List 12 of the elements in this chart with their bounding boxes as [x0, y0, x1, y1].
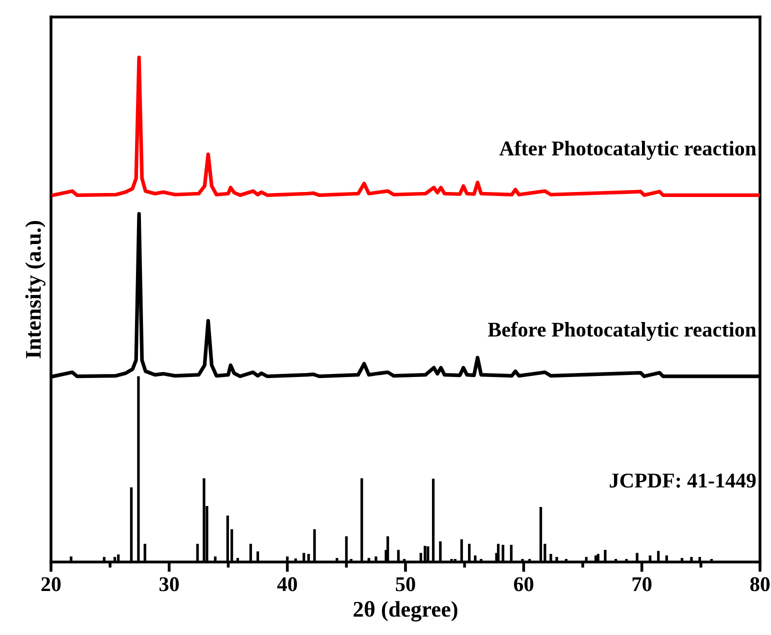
series-label: After Photocatalytic reaction: [499, 140, 756, 160]
x-tick-label: 60: [514, 577, 534, 592]
x-tick-label: 80: [750, 577, 770, 592]
x-tick-label: 40: [277, 577, 297, 592]
text: JCPDF: 41-1449: [610, 474, 756, 488]
series-label: Before Photocatalytic reaction: [488, 322, 756, 341]
x-tick-label: 70: [632, 577, 652, 592]
y-axis-title: Intensity (a.u.): [25, 221, 46, 358]
x-axis-title: 2θ (degree): [354, 601, 458, 622]
x-tick-label: 30: [160, 577, 179, 592]
x-tick-label: 50: [396, 577, 416, 592]
x-tick-label: 20: [41, 577, 61, 592]
